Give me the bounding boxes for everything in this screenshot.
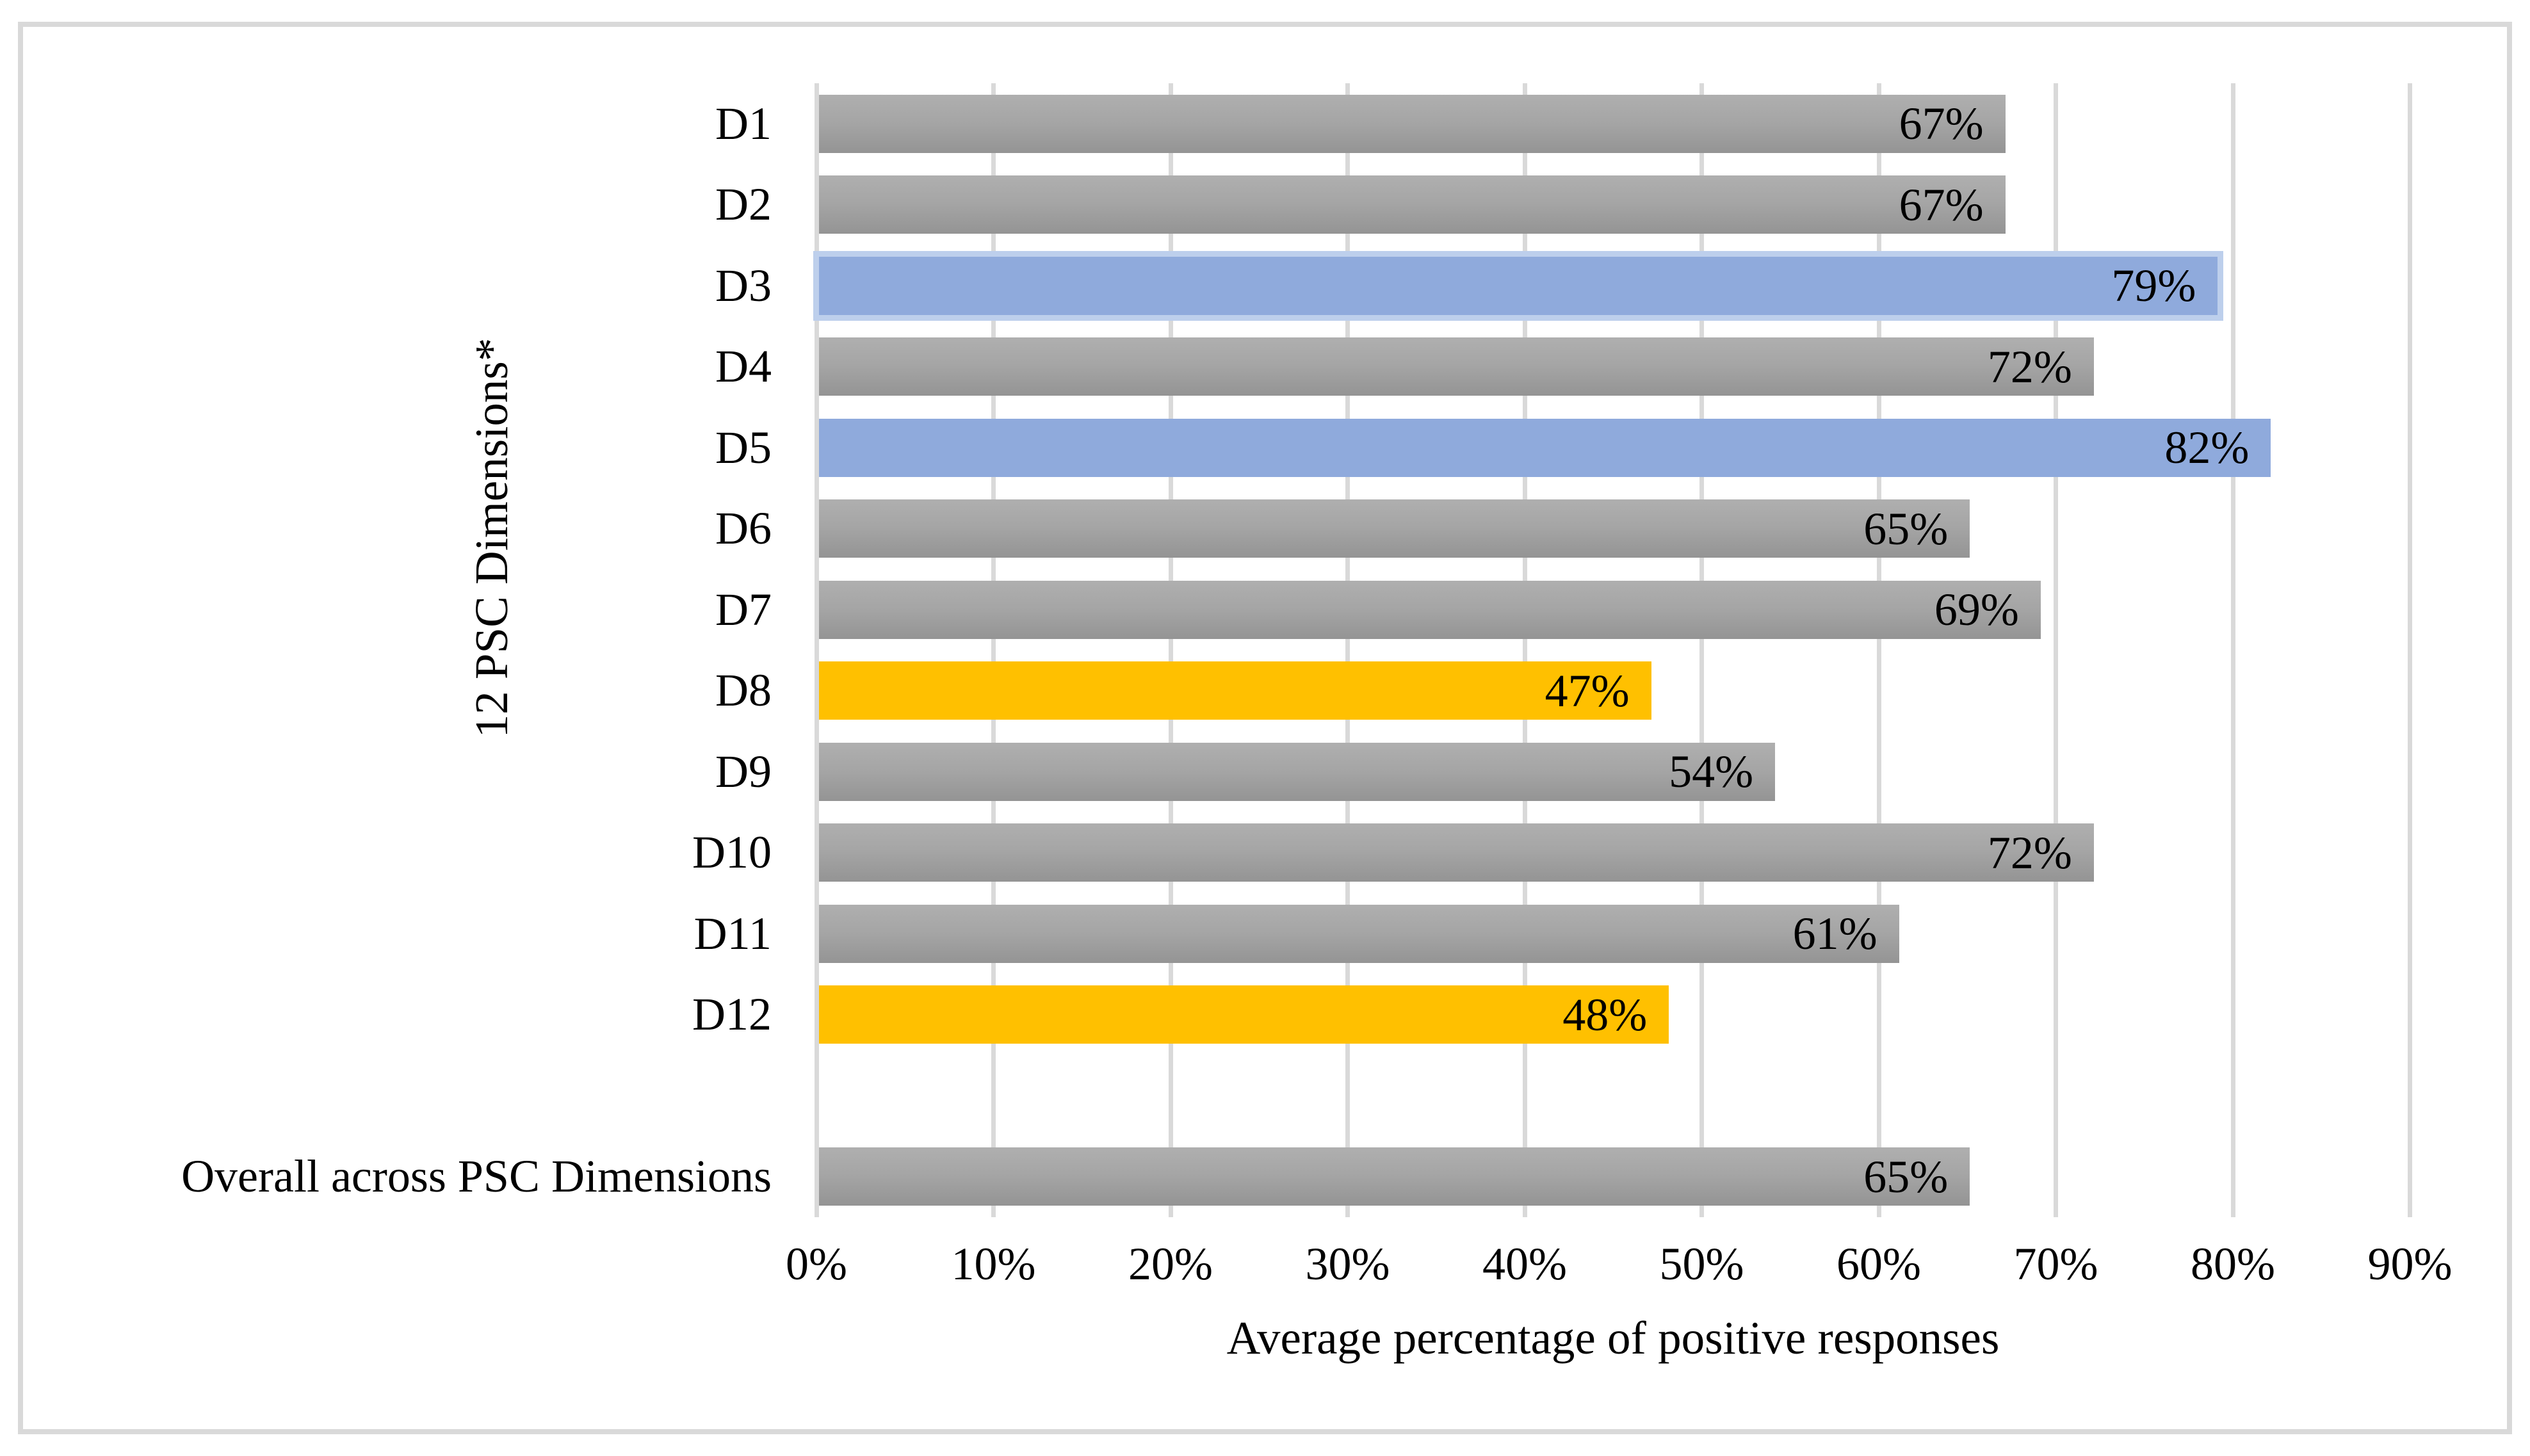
x-axis-tick-label: 80% [2191,1238,2275,1290]
bar-Overall across PSC Dimensions: 65% [819,1147,1970,1206]
bar-value-label: 65% [1863,503,1949,554]
bar-D4: 72% [819,337,2094,396]
bar-value-label: 82% [2164,422,2250,474]
bar-D1: 67% [819,94,2006,153]
bar-value-label: 61% [1792,908,1877,960]
bar-D7: 69% [819,580,2041,639]
bar-value-label: 69% [1934,584,2019,636]
gridline [1168,83,1173,1217]
bar-D2: 67% [819,175,2006,234]
category-label: D5 [715,421,772,473]
gridline [2230,83,2235,1217]
chart-row: D2 67% [715,165,2507,246]
category-label: D1 [715,97,772,149]
chart-row: D3 79% [715,245,2507,327]
bar-value-label: 72% [1987,827,2072,878]
bar-D12: 48% [819,985,1669,1044]
bar-value-label: 65% [1863,1151,1949,1202]
gridline [991,83,996,1217]
chart-row: Overall across PSC Dimensions 65% [181,1136,2507,1218]
x-axis-tick-label: 20% [1128,1238,1213,1290]
bar-D8: 47% [819,661,1651,720]
chart-row: D12 48% [692,975,2507,1056]
bar-value-label: 79% [2111,260,2196,312]
chart-row: D1 67% [715,83,2507,165]
bar-D5: 82% [819,418,2271,477]
x-axis-tick-label: 40% [1482,1238,1567,1290]
chart-row: D10 72% [692,813,2507,894]
bar-D11: 61% [819,904,1899,963]
bar-value-label: 67% [1899,98,1984,150]
gridline [814,83,819,1217]
category-label: D9 [715,745,772,797]
chart-row: D4 72% [715,327,2507,408]
category-label: D6 [715,503,772,554]
category-label: D10 [692,827,772,878]
x-axis-tick-label: 0% [786,1238,847,1290]
category-label: Overall across PSC Dimensions [181,1151,772,1202]
x-axis-tick-label: 30% [1305,1238,1390,1290]
bar-value-label: 54% [1669,746,1754,798]
gridline [2054,83,2058,1217]
category-label: D3 [715,259,772,311]
gridline [1876,83,1881,1217]
gridline [1345,83,1350,1217]
category-label: D11 [693,907,772,959]
bar-D10: 72% [819,823,2094,882]
category-label [0,1055,772,1136]
category-label: D12 [692,989,772,1040]
chart-row: D6 65% [715,489,2507,570]
bar-value-label: 72% [1987,341,2072,392]
chart-row: D7 69% [715,569,2507,651]
chart-row: D5 82% [715,407,2507,489]
category-label: D8 [715,665,772,716]
bar-D3: 79% [813,250,2224,321]
x-axis-tick-label: 60% [1837,1238,1921,1290]
bar-D6: 65% [819,499,1970,558]
chart-row: D11 61% [694,893,2507,975]
plot-area: D1 67% D2 67% D3 79% D4 72% D5 82% D6 65% D7 69% D8 47%… [181,83,2507,1218]
category-label: D7 [715,583,772,635]
gridline [1522,83,1527,1217]
bar-value-label: 67% [1899,179,1984,231]
gridline [2408,83,2412,1217]
category-label: D2 [715,179,772,231]
bar-value-label: 48% [1562,989,1648,1040]
chart-row [816,1055,2507,1136]
x-axis-tick-label: 70% [2013,1238,2098,1290]
x-axis-tick-label: 10% [951,1238,1036,1290]
chart-row: D8 47% [715,651,2507,732]
x-axis-tick-label: 50% [1659,1238,1744,1290]
x-axis-title: Average percentage of positive responses [1226,1312,2000,1364]
figure-border [18,22,2512,1434]
chart-row: D9 54% [715,731,2507,813]
bar-D9: 54% [819,742,1776,801]
category-label: D4 [715,341,772,392]
gridline [1699,83,1704,1217]
x-axis-tick-label: 90% [2367,1238,2453,1290]
bar-value-label: 47% [1545,665,1630,716]
